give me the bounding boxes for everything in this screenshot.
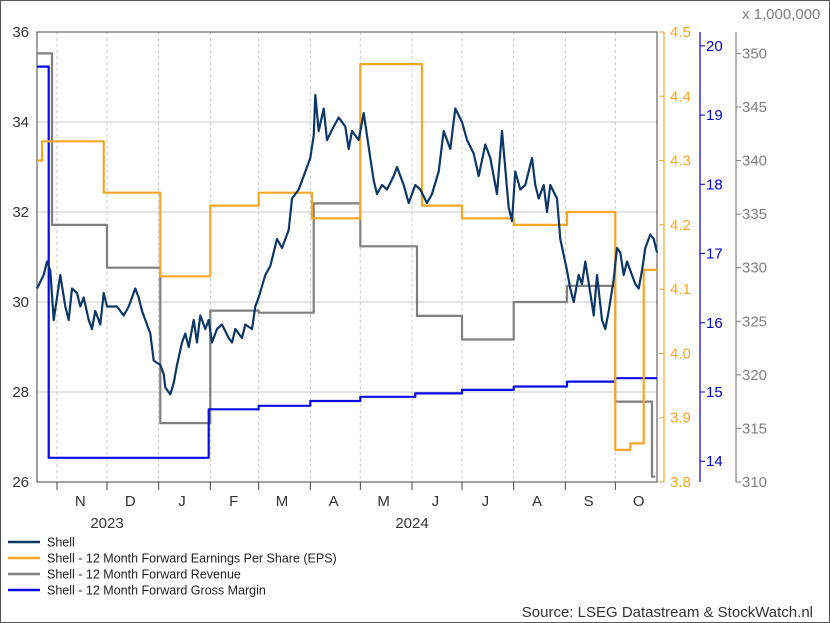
revenue-axis-tick-label: 350 xyxy=(742,45,767,62)
x-year-label: 2024 xyxy=(395,515,428,532)
revenue-axis-tick-label: 315 xyxy=(742,420,767,437)
revenue-axis-tick-label: 310 xyxy=(742,474,767,491)
price-axis-tick-label: 36 xyxy=(12,24,29,41)
series-line-eps xyxy=(37,62,657,451)
x-tick-label: A xyxy=(329,493,339,510)
series-line-price xyxy=(36,93,659,396)
x-tick-label: J xyxy=(482,493,490,510)
x-tick-label: F xyxy=(229,493,238,510)
axis-multiplier-label: x 1,000,000 xyxy=(742,6,820,23)
price-axis-tick-label: 34 xyxy=(12,114,29,131)
price-axis-tick-label: 32 xyxy=(12,204,29,221)
source-note: Source: LSEG Datastream & StockWatch.nl xyxy=(522,604,813,621)
x-tick-label: M xyxy=(377,493,390,510)
x-year-label: 2023 xyxy=(90,515,123,532)
series-layer xyxy=(36,52,659,478)
eps-axis-tick-label: 3.9 xyxy=(670,410,691,427)
x-tick-label: N xyxy=(75,493,86,510)
price-axis-tick-label: 26 xyxy=(12,474,29,491)
series-line-margin xyxy=(37,65,657,459)
eps-axis-tick-label: 4.4 xyxy=(670,88,691,105)
margin-axis-tick-label: 20 xyxy=(706,38,723,55)
eps-axis-tick-label: 4.0 xyxy=(670,345,691,362)
margin-axis-tick-label: 17 xyxy=(706,246,723,263)
legend: Shell Shell - 12 Month Forward Earnings P… xyxy=(8,536,337,598)
revenue-axis-tick-label: 335 xyxy=(742,206,767,223)
eps-axis-tick-label: 4.3 xyxy=(670,153,691,170)
x-tick-label: O xyxy=(633,493,645,510)
plot-area-frame xyxy=(36,31,658,483)
price-axis-tick-label: 30 xyxy=(12,294,29,311)
legend-label: Shell - 12 Month Forward Gross Margin xyxy=(47,584,266,598)
x-tick-label: M xyxy=(276,493,289,510)
price-axis-tick-label: 28 xyxy=(12,384,29,401)
margin-axis-tick-label: 19 xyxy=(706,107,723,124)
eps-axis-tick-label: 3.8 xyxy=(670,474,691,491)
axes-layer: N D J F M A M J J A S O 2023 2024 26 28 30 32 34 36 3.8 3.9 4.… xyxy=(12,24,767,532)
eps-axis-tick-label: 4.5 xyxy=(670,24,691,41)
eps-axis-tick-label: 4.1 xyxy=(670,281,691,298)
x-tick-label: J xyxy=(178,493,186,510)
margin-axis-tick-label: 15 xyxy=(706,384,723,401)
revenue-axis-tick-label: 330 xyxy=(742,260,767,277)
x-tick-label: J xyxy=(432,493,440,510)
x-tick-label: D xyxy=(125,493,136,510)
legend-label: Shell - 12 Month Forward Earnings Per Sh… xyxy=(47,552,337,566)
revenue-axis-tick-label: 340 xyxy=(742,153,767,170)
legend-label: Shell - 12 Month Forward Revenue xyxy=(47,568,241,582)
series-line-revenue xyxy=(37,52,656,478)
margin-axis-tick-label: 16 xyxy=(706,315,723,332)
eps-axis-tick-label: 4.2 xyxy=(670,217,691,234)
revenue-axis-tick-label: 320 xyxy=(742,367,767,384)
revenue-axis-tick-label: 345 xyxy=(742,99,767,116)
revenue-axis-tick-label: 325 xyxy=(742,313,767,330)
margin-axis-tick-label: 18 xyxy=(706,176,723,193)
margin-axis-tick-label: 14 xyxy=(706,453,723,470)
x-tick-label: S xyxy=(584,493,594,510)
x-tick-label: A xyxy=(532,493,542,510)
legend-label: Shell xyxy=(47,536,75,550)
